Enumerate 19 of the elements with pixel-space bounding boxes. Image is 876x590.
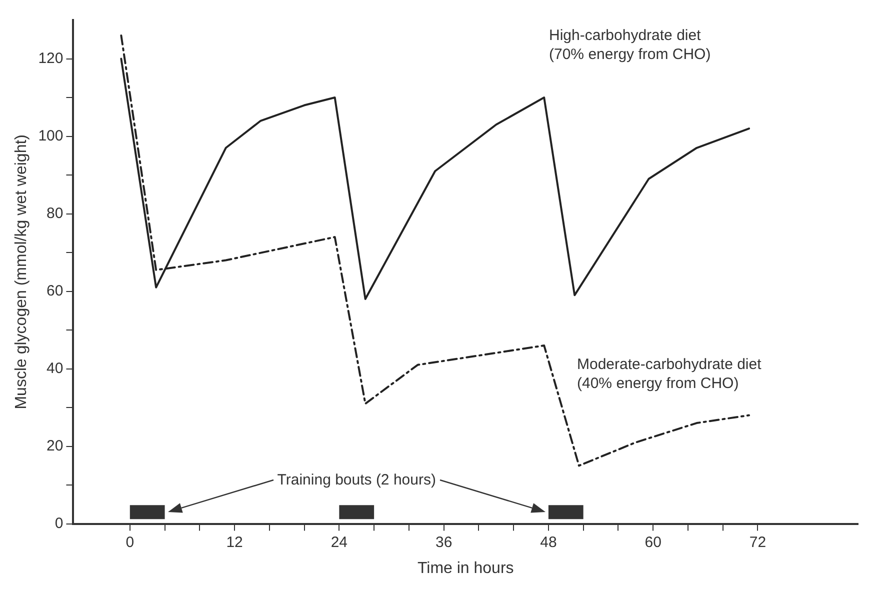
y-tick-label: 60 [46,282,64,300]
x-tick-label: 72 [749,534,766,551]
x-tick-label: 24 [330,534,348,551]
y-tick-label: 100 [38,127,64,144]
x-axis-title: Time in hours [417,560,514,577]
x-tick-label: 48 [540,534,557,551]
annotation: Training bouts (2 hours) [277,471,436,488]
x-tick-label: 12 [226,534,243,551]
x-tick-label: 0 [126,534,134,551]
x-tick-label: 60 [644,534,662,551]
y-axis-title: Muscle glycogen (mmol/kg wet weight) [13,134,30,410]
series-label: Moderate-carbohydrate diet (40% energy from CHO) [577,356,762,392]
y-tick-label: 20 [46,437,64,454]
y-tick-label: 40 [46,360,64,377]
y-tick-label: 0 [54,514,64,532]
y-tick-label: 80 [46,204,64,222]
x-tick-label: 36 [435,534,452,551]
y-tick-label: 120 [38,50,64,67]
text: High-carbohydrate diet (70% energy from CHO) [549,27,711,64]
